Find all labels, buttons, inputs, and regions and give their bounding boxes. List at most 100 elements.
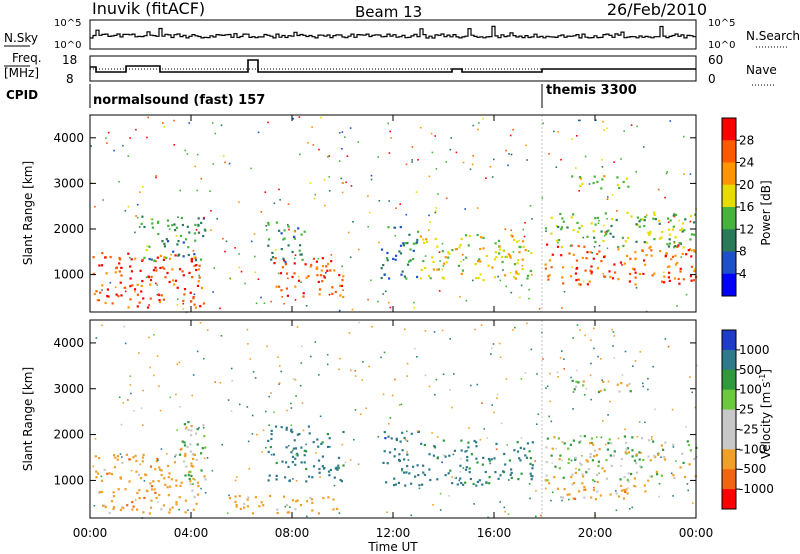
scatter-cell-6: [544, 263, 547, 266]
scatter-cell-7: [668, 228, 671, 231]
scatter-cell-2: [275, 478, 278, 481]
scatter-cell-3: [239, 507, 242, 510]
scatter-noise-cell: [416, 430, 419, 432]
scatter-noise-cell: [557, 376, 559, 378]
scatter-cell-1: [193, 253, 196, 256]
scatter-cell-7: [569, 244, 572, 247]
scatter-cell-0: [196, 481, 199, 484]
scatter-cell-7: [654, 218, 657, 221]
scatter-cell-6: [607, 442, 610, 445]
scatter-cell-6: [642, 272, 645, 275]
scatter-noise-cell: [299, 153, 301, 156]
scatter-cell-7: [559, 212, 562, 216]
scatter-noise-cell: [238, 201, 240, 203]
scatter-cell-0: [184, 452, 187, 456]
scatter-cell-6: [604, 275, 607, 278]
colorbar-swatch: [722, 369, 736, 391]
scatter-cell-1: [143, 225, 146, 229]
scatter-cell-1: [163, 245, 166, 248]
scatter-cell-8: [573, 388, 576, 391]
scatter-noise-cell: [371, 326, 373, 328]
scatter-noise-cell: [606, 217, 608, 220]
scatter-cell-6: [633, 268, 636, 271]
scatter-cell-5: [473, 439, 476, 443]
scatter-cell-1: [188, 231, 191, 234]
scatter-cell-4: [380, 267, 383, 270]
scatter-noise-cell: [318, 148, 320, 151]
scatter-noise-cell: [228, 162, 231, 165]
scatter-cell-4: [408, 472, 411, 475]
scatter-noise-cell: [667, 345, 670, 348]
scatter-cell-2: [321, 280, 324, 283]
scatter-cell-7: [572, 229, 575, 232]
scatter-cell-5: [529, 457, 532, 460]
scatter-noise-cell: [270, 453, 273, 456]
scatter-cell-3: [286, 504, 289, 507]
scatter-noise-cell: [407, 459, 410, 461]
scatter-cell-1: [197, 231, 201, 234]
scatter-cell-5: [519, 446, 522, 449]
scatter-cell-4: [409, 248, 412, 251]
scatter-cell-1: [145, 249, 148, 252]
scatter-cell-2: [282, 259, 286, 262]
scatter-noise-cell: [263, 302, 266, 304]
scatter-noise-cell: [200, 487, 202, 490]
scatter-cell-0: [146, 306, 150, 309]
scatter-cell-1: [178, 253, 181, 256]
scatter-noise-cell: [289, 506, 291, 508]
colorbar-swatch: [722, 140, 736, 163]
scatter-noise-cell: [505, 378, 508, 380]
scatter-cell-0: [104, 256, 107, 259]
scatter-noise-cell: [590, 362, 592, 365]
scatter-cell-1: [141, 215, 144, 218]
scatter-cell-6: [640, 437, 644, 440]
scatter-noise-cell: [429, 221, 431, 223]
scatter-cell-2: [340, 284, 343, 287]
scatter-noise-cell: [606, 247, 609, 250]
scatter-cell-2: [281, 266, 284, 269]
scatter-noise-cell: [290, 402, 292, 405]
scatter-cell-7: [673, 246, 676, 249]
scatter-cell-8: [582, 380, 585, 383]
scatter-noise-cell: [330, 254, 333, 256]
scatter-cell-8: [599, 389, 602, 393]
scatter-cell-5: [476, 461, 479, 464]
scatter-noise-cell: [370, 178, 373, 181]
scatter-cell-3: [286, 511, 289, 514]
scatter-cell-2: [340, 480, 343, 483]
scatter-cell-4: [405, 471, 408, 474]
scatter-cell-6: [550, 266, 553, 269]
scatter-cell-0: [141, 258, 144, 261]
scatter-cell-3: [238, 495, 241, 498]
scatter-noise-cell: [520, 378, 523, 380]
scatter-noise-cell: [129, 384, 132, 386]
scatter-noise-cell: [598, 472, 600, 475]
scatter-noise-cell: [424, 330, 427, 332]
scatter-cell-5: [447, 251, 450, 254]
scatter-cell-6: [692, 279, 695, 282]
scatter-cell-7: [586, 235, 589, 238]
scatter-noise-cell: [319, 415, 322, 418]
scatter-noise-cell: [300, 362, 303, 364]
scatter-cell-3: [283, 495, 286, 498]
scatter-cell-5: [510, 471, 513, 474]
scatter-cell-1: [184, 474, 187, 477]
scatter-cell-4: [410, 482, 413, 485]
scatter-cell-6: [651, 274, 654, 277]
scatter-cell-4: [399, 252, 403, 255]
scatter-noise-cell: [251, 433, 254, 435]
scatter-noise-cell: [200, 177, 203, 180]
scatter-noise-cell: [615, 509, 618, 512]
scatter-noise-cell: [391, 394, 394, 397]
scatter-cell-0: [171, 279, 175, 282]
scatter-cell-2: [290, 430, 293, 433]
scatter-cell-5: [509, 254, 512, 257]
scatter-cell-5: [474, 263, 477, 266]
scatter-cell-5: [530, 252, 533, 255]
scatter-noise-cell: [563, 368, 565, 370]
scatter-cell-6: [589, 442, 592, 445]
scatter-cell-6: [575, 279, 578, 282]
scatter-cell-1: [199, 258, 203, 261]
scatter-noise-cell: [101, 289, 103, 291]
scatter-cell-0: [168, 257, 172, 260]
